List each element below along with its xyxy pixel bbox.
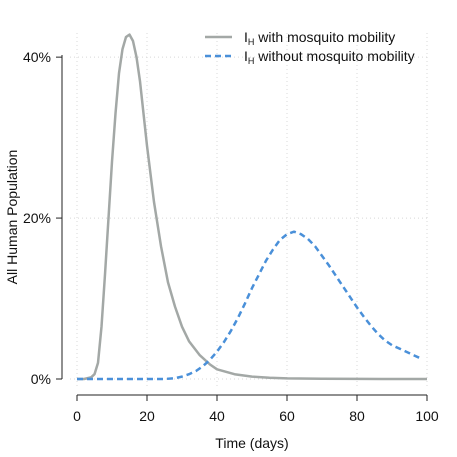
y-tick-label: 40% [23, 49, 51, 65]
y-ticks: 0% 20% 40% [23, 49, 62, 387]
x-tick-label: 20 [139, 408, 155, 424]
x-tick-label: 80 [349, 408, 365, 424]
grid [70, 33, 430, 387]
legend-label-without-mobility: IH without mosquito mobility [244, 48, 415, 66]
legend-label-with-mobility: IH with mosquito mobility [244, 29, 395, 47]
x-tick-label: 100 [415, 408, 439, 424]
series-line-without-mobility [77, 230, 421, 381]
x-tick-label: 60 [279, 408, 295, 424]
axes [61, 55, 427, 396]
series [77, 33, 427, 381]
x-tick-label: 40 [209, 408, 225, 424]
x-ticks: 0 20 40 60 80 100 [73, 395, 439, 424]
y-axis-title: All Human Population [4, 150, 20, 285]
x-axis-title: Time (days) [215, 435, 288, 451]
x-tick-label: 0 [73, 408, 81, 424]
legend: IH with mosquito mobility IH without mos… [205, 29, 415, 66]
series-line-with-mobility [77, 33, 427, 381]
y-tick-label: 0% [31, 371, 51, 387]
y-tick-label: 20% [23, 210, 51, 226]
